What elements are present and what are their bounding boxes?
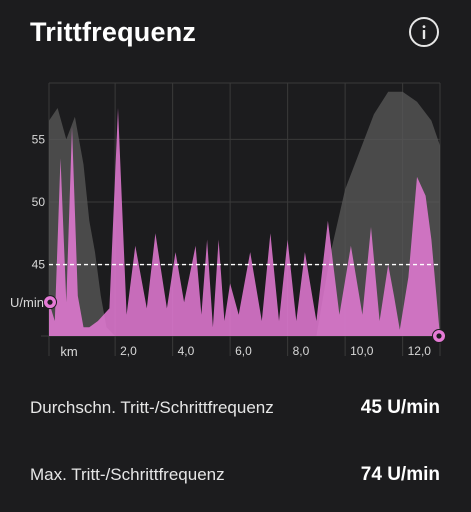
max-cadence-row: Max. Tritt-/Schrittfrequenz 74 U/min xyxy=(30,460,440,490)
header: Trittfrequenz xyxy=(0,0,471,70)
y-tick-label: 50 xyxy=(32,195,46,209)
y-tick-label: 55 xyxy=(32,132,46,146)
cadence-area xyxy=(49,108,440,336)
max-cadence-label: Max. Tritt-/Schrittfrequenz xyxy=(30,465,225,484)
x-tick-label: 8,0 xyxy=(293,344,310,358)
end-marker-center xyxy=(436,333,442,339)
info-icon xyxy=(411,19,437,45)
start-marker-center xyxy=(47,299,53,305)
y-tick-label: 45 xyxy=(32,258,46,272)
page-title: Trittfrequenz xyxy=(30,17,197,47)
average-cadence-label: Durchschn. Tritt-/Schrittfrequenz xyxy=(30,398,274,417)
x-tick-label: 2,0 xyxy=(120,344,137,358)
x-tick-label: 12,0 xyxy=(408,344,432,358)
cadence-chart: 55 50 45 2,0 4,0 6,0 8,0 10,0 12,0 km U/min xyxy=(10,82,446,359)
max-cadence-value: 74 U/min xyxy=(360,464,440,485)
average-cadence-value: 45 U/min xyxy=(360,397,440,418)
average-cadence-row: Durchschn. Tritt-/Schrittfrequenz 45 U/m… xyxy=(30,393,440,423)
x-unit-label: km xyxy=(60,344,77,359)
elevation-layer xyxy=(49,91,440,336)
info-button[interactable] xyxy=(409,17,439,47)
elevation-area xyxy=(49,91,440,336)
x-tick-label: 4,0 xyxy=(178,344,195,358)
y-unit-label: U/min xyxy=(10,295,44,310)
cadence-layer xyxy=(49,108,440,336)
axis-layer: 55 50 45 2,0 4,0 6,0 8,0 10,0 12,0 km U/min xyxy=(10,132,446,359)
x-tick-label: 6,0 xyxy=(235,344,252,358)
x-tick-label: 10,0 xyxy=(350,344,374,358)
